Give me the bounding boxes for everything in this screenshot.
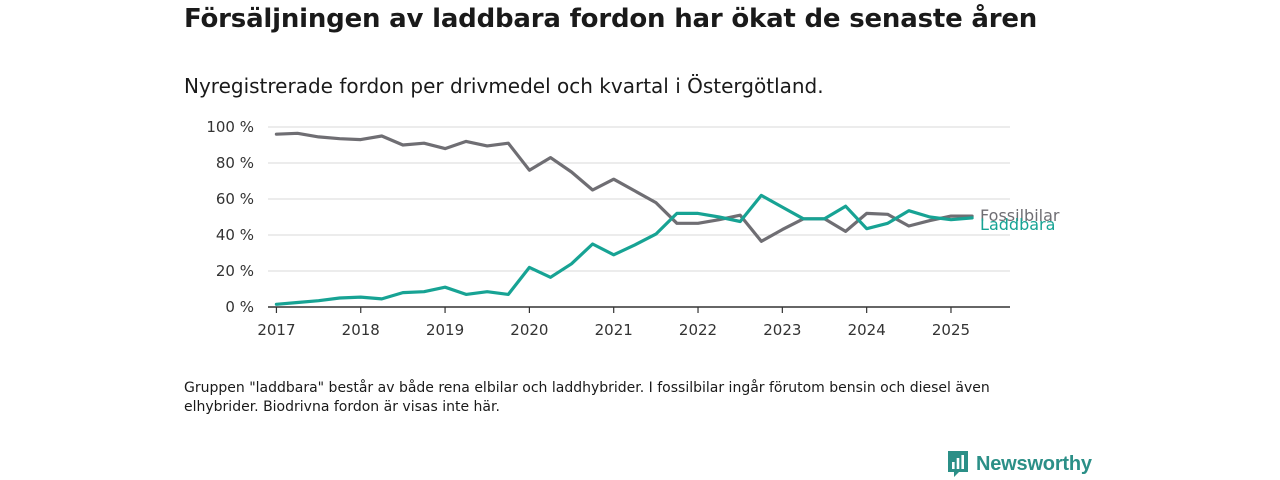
series-label-fossilbilar: Fossilbilar [980,206,1060,225]
chart-title: Försäljningen av laddbara fordon har öka… [184,4,1038,34]
chart-subtitle: Nyregistrerade fordon per drivmedel och … [184,74,824,98]
y-axis-ticks: 0 % 20 % 40 % 60 % 80 % 100 % [206,118,254,316]
newsworthy-bar-chart-icon [948,451,968,477]
newsworthy-logo: Newsworthy [946,449,1092,479]
x-tick-label: 2021 [595,321,633,339]
x-tick-label: 2024 [848,321,886,339]
y-tick-label: 40 % [216,226,254,244]
series-line-fossilbilar [274,131,974,243]
footnote: Gruppen "laddbara" består av både rena e… [184,380,990,415]
x-tick-label: 2023 [763,321,801,339]
y-tick-label: 20 % [216,262,254,280]
y-tick-label: 0 % [225,298,254,316]
x-axis-ticks: 2017 2018 2019 2020 2021 2022 2023 2024 2025 [257,306,1010,339]
line-chart: 0 % 20 % 40 % 60 % 80 % 100 % 2017 2018 2019 202… [206,118,1060,339]
y-tick-label: 80 % [216,154,254,172]
x-tick-label: 2017 [257,321,295,339]
series-line-laddbara [274,193,974,306]
newsworthy-logo-text: Newsworthy [976,452,1092,475]
x-tick-label: 2022 [679,321,717,339]
y-tick-label: 100 % [206,118,254,136]
y-tick-label: 60 % [216,190,254,208]
gridlines [268,126,1010,272]
x-tick-label: 2018 [342,321,380,339]
x-tick-label: 2025 [932,321,970,339]
series-lines [274,131,974,306]
x-tick-label: 2019 [426,321,464,339]
series-label-laddbara: Laddbara [980,215,1055,234]
x-tick-label: 2020 [510,321,548,339]
